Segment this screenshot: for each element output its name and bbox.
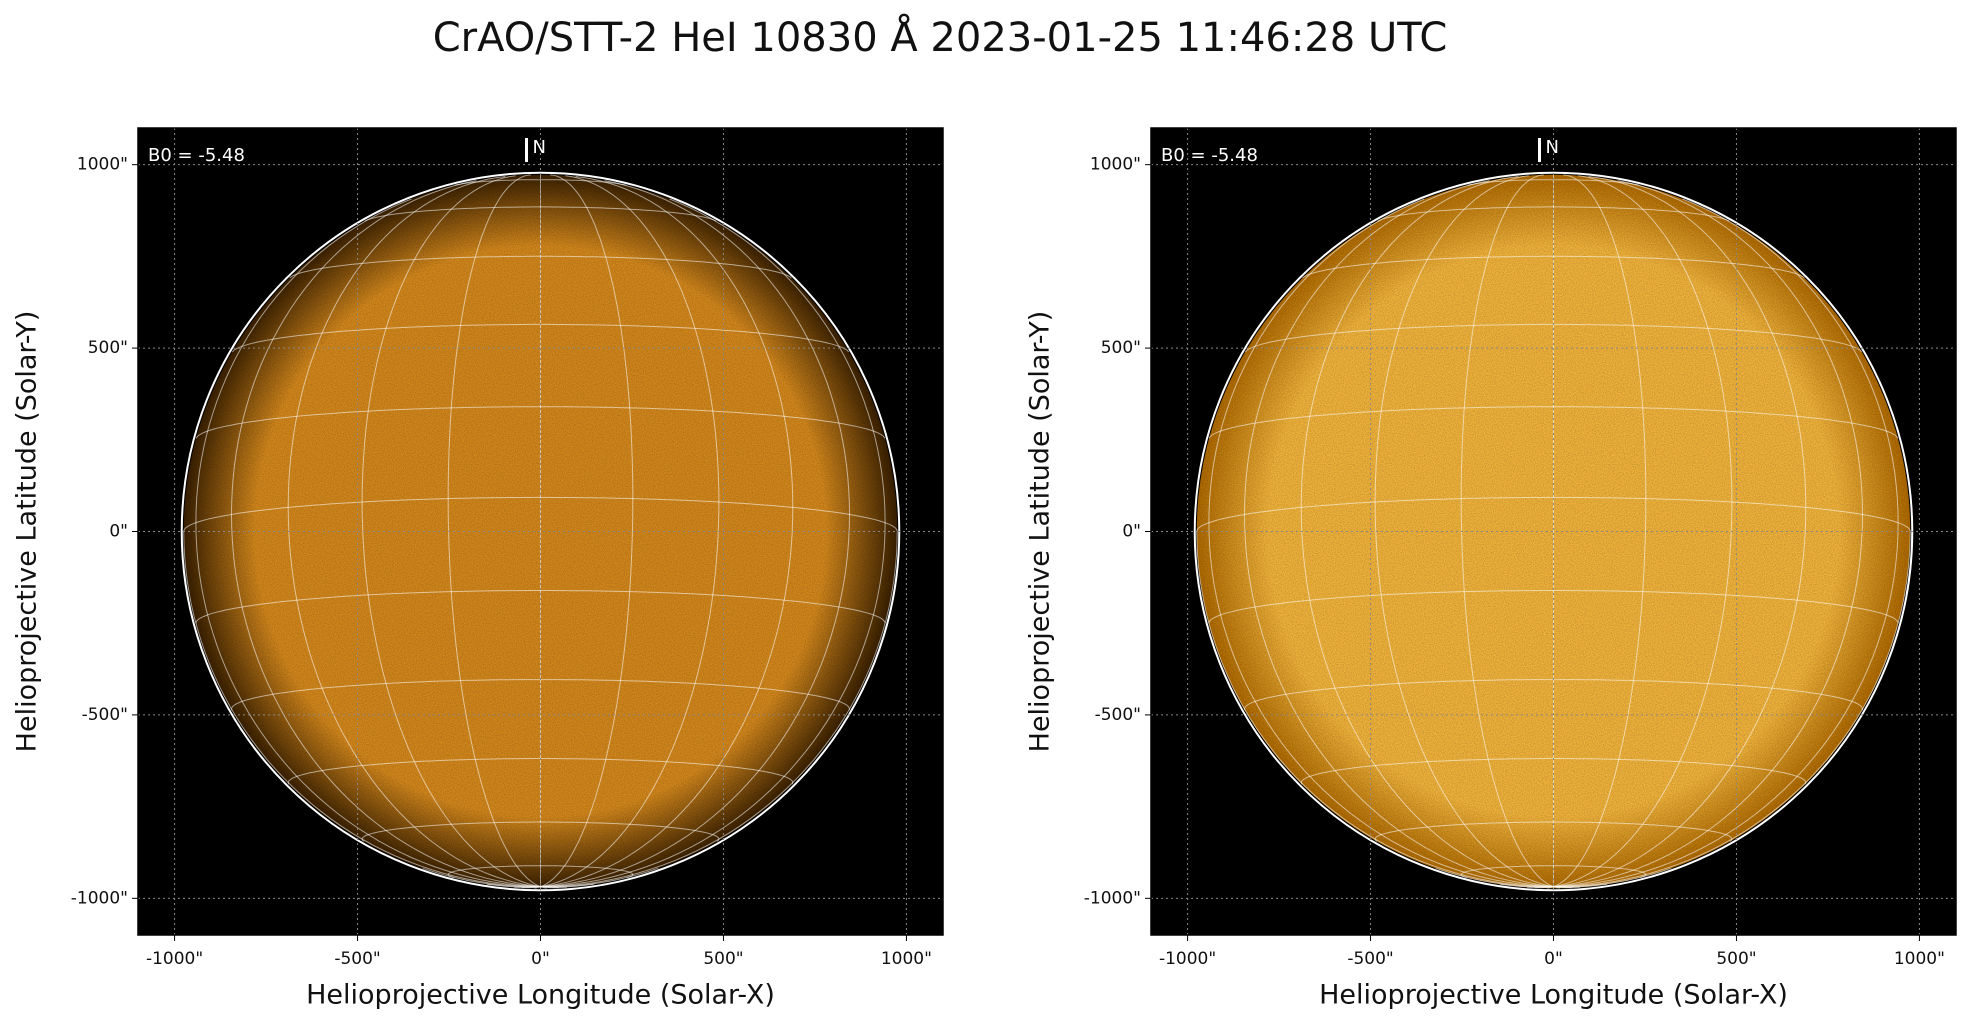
graticule-line bbox=[1553, 180, 1864, 888]
graticule-line bbox=[230, 180, 541, 888]
graticule-line bbox=[361, 175, 541, 888]
graticule-line bbox=[1302, 255, 1805, 279]
y-tick-label: 1000" bbox=[77, 155, 128, 175]
graticule-line bbox=[1460, 174, 1554, 888]
graticule-line bbox=[1553, 175, 1733, 888]
graticule-line bbox=[1553, 886, 1560, 889]
graticule-line bbox=[1377, 206, 1730, 222]
graticule-line bbox=[540, 180, 851, 888]
x-tick-label: 1000" bbox=[881, 949, 932, 969]
graticule-line bbox=[1553, 198, 1899, 888]
north-label: N bbox=[1546, 137, 1559, 158]
x-tick-label: 500" bbox=[703, 949, 743, 969]
x-axis-label: Helioprojective Longitude (Solar-X) bbox=[1319, 980, 1788, 1011]
panel: -1000" -500" 0" 500" 1000" -1000" -500" 0" 500" 1… bbox=[12, 127, 944, 1011]
graticule-line bbox=[364, 206, 717, 222]
graticule-line bbox=[540, 174, 634, 888]
graticule-line bbox=[447, 174, 541, 888]
graticule-line bbox=[540, 886, 560, 889]
graticule-line bbox=[1208, 406, 1899, 439]
plot-frame bbox=[137, 127, 944, 936]
y-tick-label: -500" bbox=[82, 705, 128, 725]
y-tick-label: 1000" bbox=[1090, 155, 1141, 175]
x-tick-label: 500" bbox=[1716, 949, 1756, 969]
graticule-line bbox=[1300, 176, 1554, 888]
x-tick-label: -500" bbox=[334, 949, 380, 969]
y-axis-label: Helioprojective Latitude (Solar-Y) bbox=[1025, 311, 1056, 753]
y-tick-label: 500" bbox=[1101, 338, 1141, 358]
graticule-line bbox=[540, 175, 720, 888]
graticule-line bbox=[195, 198, 541, 888]
x-tick-label: 0" bbox=[1544, 949, 1563, 969]
x-tick-label: -1000" bbox=[146, 949, 203, 969]
x-axis-label: Helioprojective Longitude (Solar-X) bbox=[306, 980, 775, 1011]
y-tick-label: 0" bbox=[1122, 522, 1141, 542]
north-label: N bbox=[533, 137, 546, 158]
graticule-line bbox=[289, 255, 792, 279]
b0-annotation: B0 = -5.48 bbox=[1161, 145, 1258, 166]
y-tick-label: -1000" bbox=[1084, 888, 1141, 908]
graticule-line bbox=[1460, 865, 1647, 878]
graticule-line bbox=[447, 865, 634, 878]
x-tick-label: -500" bbox=[1347, 949, 1393, 969]
graticule-line bbox=[540, 198, 886, 888]
graticule-line bbox=[183, 496, 898, 532]
x-tick-label: 1000" bbox=[1894, 949, 1945, 969]
graticule-line bbox=[1374, 821, 1733, 842]
y-tick-label: 500" bbox=[88, 338, 128, 358]
graticule-line bbox=[361, 821, 720, 842]
graticule-line bbox=[1374, 175, 1554, 888]
graticule-line bbox=[1553, 176, 1807, 888]
graticule-line bbox=[1208, 590, 1899, 624]
graticule-line bbox=[1196, 496, 1911, 532]
x-tick-label: 0" bbox=[531, 949, 550, 969]
graticule-line bbox=[195, 590, 886, 624]
x-tick-label: -1000" bbox=[1159, 949, 1216, 969]
graticule-line bbox=[540, 176, 794, 888]
y-tick-label: 0" bbox=[109, 522, 128, 542]
graticule-line bbox=[287, 176, 541, 888]
figure-title: CrAO/STT-2 HeI 10830 Å 2023-01-25 11:46:… bbox=[433, 13, 1448, 61]
panel: -1000" -500" 0" 500" 1000" -1000" -500" 0" 500" 1… bbox=[1025, 127, 1957, 1011]
graticule-line bbox=[540, 886, 547, 889]
y-tick-label: -500" bbox=[1095, 705, 1141, 725]
graticule-line bbox=[1208, 198, 1554, 888]
graticule-line bbox=[1553, 174, 1647, 888]
b0-annotation: B0 = -5.48 bbox=[148, 145, 245, 166]
graticule-line bbox=[1553, 886, 1573, 889]
graticule-line bbox=[1243, 180, 1554, 888]
y-tick-label: -1000" bbox=[71, 888, 128, 908]
graticule-line bbox=[195, 406, 886, 439]
plot-frame bbox=[1150, 127, 1957, 936]
y-axis-label: Helioprojective Latitude (Solar-Y) bbox=[12, 311, 43, 753]
